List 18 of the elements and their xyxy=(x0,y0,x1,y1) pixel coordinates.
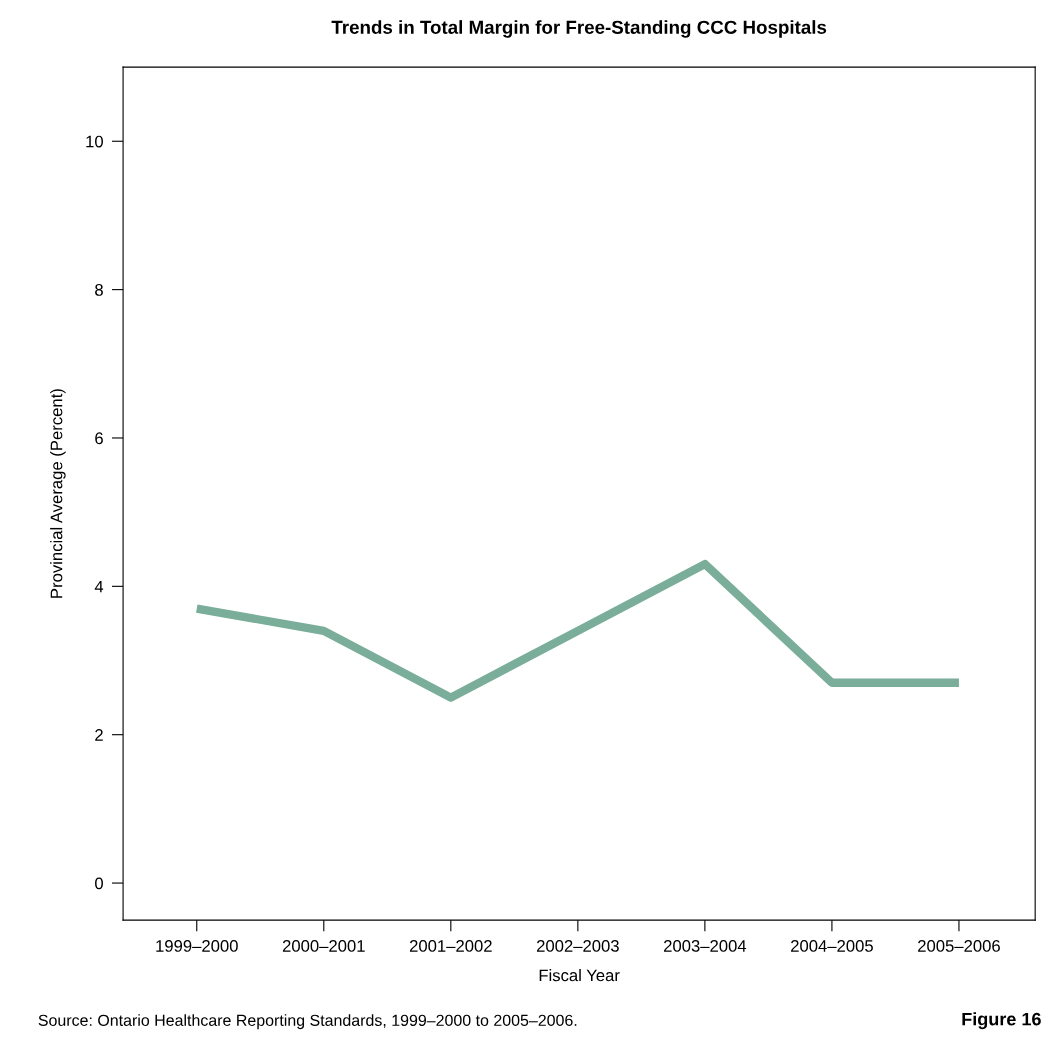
x-tick-label: 2005–2006 xyxy=(918,940,1000,952)
x-tick-label: 2004–2005 xyxy=(791,940,873,952)
y-tick-label: 0 xyxy=(95,877,103,890)
x-tick-label: 2000–2001 xyxy=(282,940,365,952)
y-tick-label: 8 xyxy=(95,284,103,296)
x-tick-label: 1999–2000 xyxy=(156,940,238,952)
x-tick-label: 2001–2002 xyxy=(409,940,492,952)
caption: Figure 16 xyxy=(962,1012,1041,1030)
y-tick-label: 4 xyxy=(94,580,104,593)
chart-title: Trends in Total Margin for Free-Standing CCC Hospitals xyxy=(331,20,827,38)
x-tick-label: 2002–2003 xyxy=(536,940,619,952)
x-tick-label: 2003–2004 xyxy=(664,940,747,952)
source-note: Source: Ontario Healthcare Reporting Standards, 1999–2000 to 2005–2006. xyxy=(38,1014,577,1030)
y-axis-title: Provincial Average (Percent) xyxy=(50,389,66,598)
y-tick-label: 6 xyxy=(95,432,103,445)
y-tick-label: 10 xyxy=(86,135,103,148)
y-tick-label: 2 xyxy=(95,729,103,741)
x-axis-title: Fiscal Year xyxy=(539,969,620,982)
